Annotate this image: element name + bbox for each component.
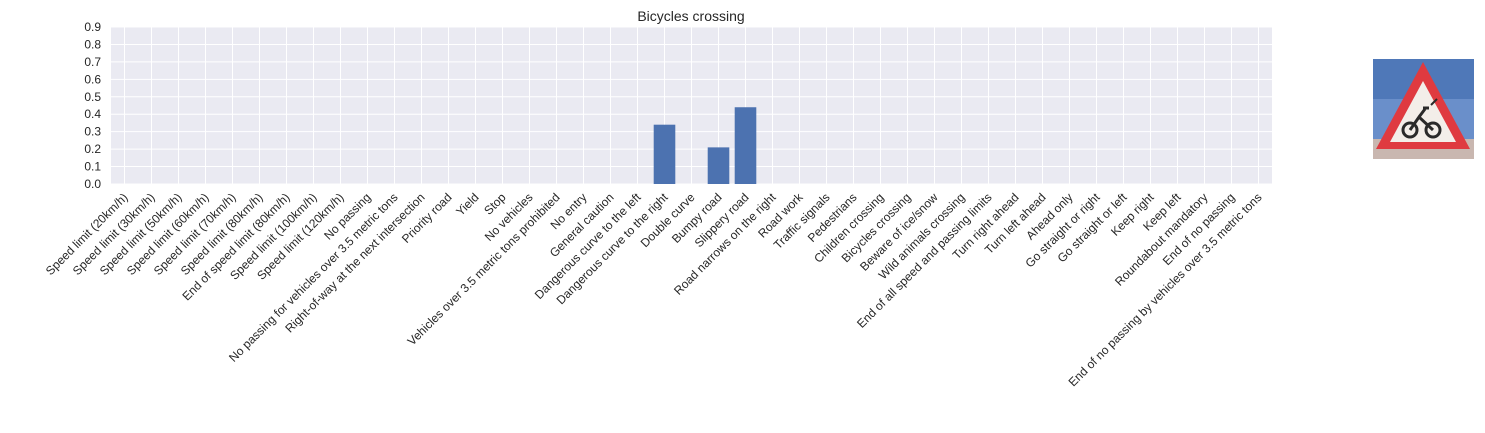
chart-title: Bicycles crossing bbox=[637, 8, 744, 24]
bars bbox=[653, 107, 757, 184]
y-tick-label: 0.0 bbox=[84, 177, 101, 191]
y-axis-ticks: 0.0 0.1 0.2 0.3 0.4 0.5 0.6 0.7 0.8 0.9 bbox=[84, 20, 101, 191]
y-tick-label: 0.6 bbox=[84, 72, 101, 86]
sign-thumbnail bbox=[1373, 59, 1474, 159]
y-tick-label: 0.9 bbox=[84, 20, 101, 34]
y-tick-label: 0.7 bbox=[84, 55, 101, 69]
grid-lines bbox=[111, 26, 1272, 185]
y-tick-label: 0.2 bbox=[84, 142, 101, 156]
y-tick-label: 0.4 bbox=[84, 107, 101, 121]
y-tick-label: 0.5 bbox=[84, 90, 101, 104]
bar bbox=[734, 107, 757, 184]
y-tick-label: 0.3 bbox=[84, 125, 101, 139]
bar bbox=[707, 147, 730, 184]
y-tick-label: 0.1 bbox=[84, 160, 101, 174]
x-axis-ticks: Speed limit (20km/h)Speed limit (30km/h)… bbox=[43, 190, 1265, 390]
bicycles-crossing-sign-icon bbox=[1401, 98, 1442, 139]
x-tick-label: Yield bbox=[453, 190, 481, 218]
y-tick-label: 0.8 bbox=[84, 37, 101, 51]
bar bbox=[653, 124, 676, 184]
